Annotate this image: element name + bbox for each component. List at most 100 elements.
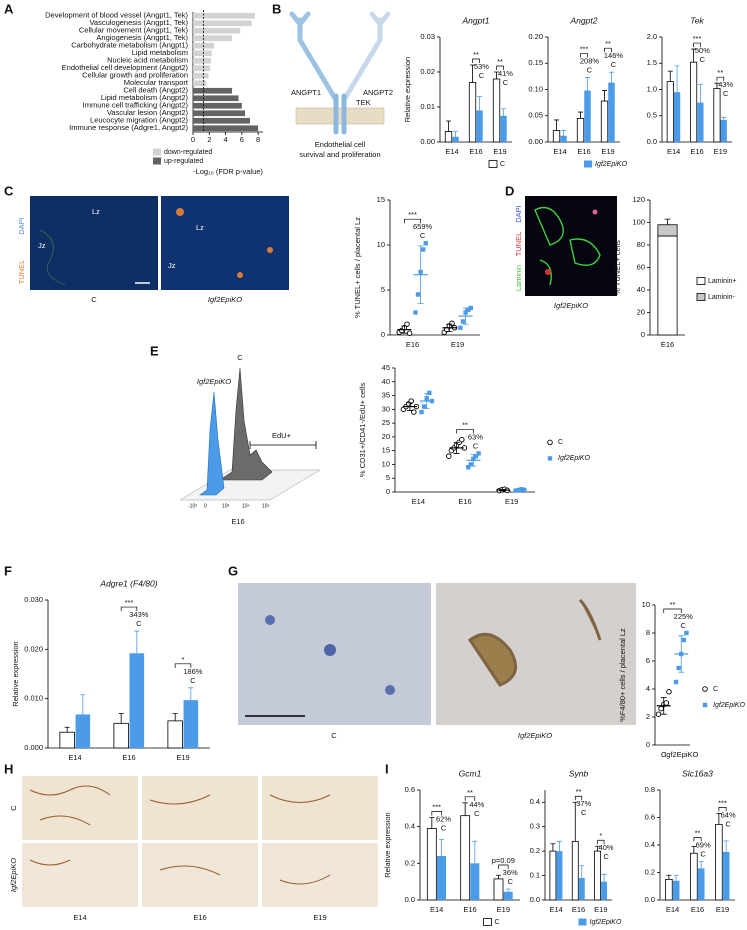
y-tick-label: 5 <box>386 473 390 482</box>
data-point <box>458 325 463 330</box>
bar <box>75 714 91 748</box>
data-point <box>460 319 466 324</box>
bar <box>600 100 609 143</box>
stain-label: TUNEL <box>17 260 26 285</box>
bar <box>722 851 730 900</box>
data-point <box>476 451 481 456</box>
data-point <box>449 320 455 327</box>
legend-label: C <box>495 919 500 926</box>
error-bar <box>602 90 608 102</box>
data-point <box>673 679 679 685</box>
y-tick-label: 0.4 <box>645 840 655 849</box>
panel-letter: G <box>228 563 238 578</box>
sd-bar <box>417 245 424 304</box>
category-label: Cell death (Angpt2) <box>123 86 188 95</box>
error-bar <box>80 694 86 715</box>
panel-letter: D <box>505 183 514 198</box>
category-label: Molecular transport <box>124 78 189 87</box>
reference-label: C <box>581 808 587 817</box>
error-bar <box>608 71 614 83</box>
y-tick-label: 0.4 <box>530 797 540 806</box>
error-bar <box>64 726 70 733</box>
significance-bracket <box>663 608 682 613</box>
y-tick-label: 0.2 <box>405 858 415 867</box>
bar <box>549 850 557 901</box>
pathway-diagram: ANGPT1 ANGPT2 TEK Endothelial cell survi… <box>289 11 393 159</box>
chart-barh: Development of blood vessel (Angpt1, Tek… <box>45 10 263 176</box>
y-tick-label: 0.0 <box>530 895 540 904</box>
zone-label: Jz <box>168 261 176 270</box>
percent-change: 62% <box>436 814 451 823</box>
x-tick-label: E14 <box>430 905 443 914</box>
significance-bracket <box>604 47 612 53</box>
y-tick-label: 30 <box>382 404 390 413</box>
sd-bar <box>678 635 685 673</box>
legend-swatch <box>696 277 706 285</box>
x-tick-label: E16 <box>690 147 703 156</box>
y-tick-label: 0.02 <box>420 67 435 76</box>
y-axis-label: Relative expression <box>383 812 392 877</box>
bar <box>690 61 698 143</box>
flow-histogram: C Igf2EpiKO EdU+ -10³ 0 10³ 10⁴ 10⁵ E16 <box>179 353 321 526</box>
sd-bar <box>401 325 408 334</box>
y-axis-label: % TUNEL+ cells / placental Lz <box>353 217 362 318</box>
data-point <box>421 404 427 409</box>
legend-marker <box>547 439 553 446</box>
bar <box>193 80 207 87</box>
x-tick-label: E16 <box>122 753 135 762</box>
significance-stars: *** <box>718 798 727 807</box>
significance-stars: *** <box>125 598 134 607</box>
panel-letter: A <box>4 1 14 16</box>
reference-label: C <box>681 621 687 630</box>
bar <box>444 131 453 143</box>
ligand-label: ANGPT2 <box>363 88 393 97</box>
percent-change: 343% <box>129 610 149 619</box>
bar <box>193 110 246 117</box>
legend-label: C <box>713 686 718 693</box>
y-tick-label: 8 <box>646 628 650 637</box>
significance-stars: *** <box>432 802 441 811</box>
data-point <box>655 711 662 717</box>
error-bar <box>134 630 140 654</box>
axis-tick-label: 10³ <box>222 503 230 509</box>
error-bar <box>550 843 556 852</box>
significance-bracket <box>597 839 605 845</box>
axis-tick-label: 10⁵ <box>262 503 270 509</box>
y-axis-label: Relative expression <box>11 641 20 706</box>
category-label: Leucocyte migration (Angpt2) <box>90 116 188 125</box>
legend-swatch <box>488 160 498 168</box>
legend-label: Laminin- <box>708 294 736 301</box>
x-tick-label: E19 <box>716 905 729 914</box>
panel-letter: E <box>150 343 159 358</box>
data-point <box>423 241 428 246</box>
legend-label: Laminin+ <box>708 278 737 285</box>
bar <box>584 90 591 142</box>
axis-tick-label: 0 <box>204 503 207 509</box>
error-bar <box>716 812 722 825</box>
x-tick-label: E16 <box>463 905 476 914</box>
column-label: E14 <box>73 913 86 922</box>
bar <box>460 815 471 901</box>
chart-title: Gcm1 <box>459 768 482 778</box>
axis-tick-label: 10⁴ <box>242 503 250 509</box>
error-bar <box>698 861 704 869</box>
reference-label: C <box>700 849 706 858</box>
significance-stars: ** <box>497 57 503 66</box>
bar <box>666 81 674 143</box>
bar <box>193 35 233 42</box>
bar <box>492 78 501 143</box>
y-tick-label: 0.3 <box>530 822 540 831</box>
significance-bracket <box>496 65 504 70</box>
percent-change: 69% <box>696 840 711 849</box>
data-point <box>415 292 421 297</box>
row-label: C <box>9 805 18 811</box>
x-tick-label: E14 <box>445 147 458 156</box>
legend-label: Igf2EpiKO <box>595 161 627 168</box>
error-bar <box>446 120 452 132</box>
y-tick-label: 0.030 <box>24 595 43 604</box>
error-bar <box>118 713 124 724</box>
percent-change: 659% <box>413 222 433 231</box>
